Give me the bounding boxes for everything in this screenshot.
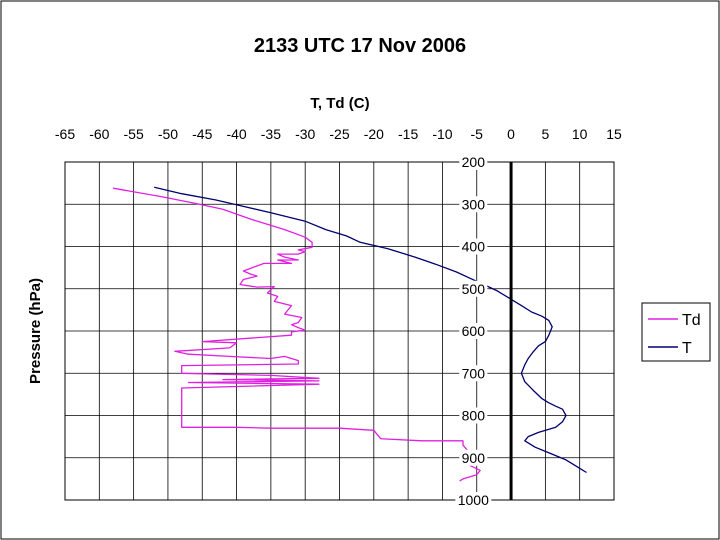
plot-area: -65 -60 -55 -50 -45 -40 -35 -30 -25 -20 -15 -10 -5 0 5…	[55, 126, 622, 508]
series-line-t	[154, 186, 587, 474]
x-tick-label: 10	[572, 126, 588, 142]
y-tick-label-bg	[459, 280, 488, 297]
legend-label-t: T	[682, 340, 692, 357]
chart-title: 2133 UTC 17 Nov 2006	[254, 35, 466, 57]
x-tick-label: -15	[398, 126, 418, 142]
y-tick-label-bg	[459, 154, 488, 170]
y-tick-label-bg	[459, 407, 488, 424]
x-tick-label: -25	[329, 126, 349, 142]
x-tick-label: -55	[124, 126, 144, 142]
x-tick-label: -35	[261, 126, 281, 142]
y-tick-label-bg	[459, 365, 488, 382]
x-tick-label: -60	[89, 126, 109, 142]
y-tick-label: 500	[462, 281, 486, 297]
legend-label-td: Td	[682, 312, 701, 329]
y-tick-label: 300	[462, 196, 486, 212]
y-tick-label: 400	[462, 239, 486, 255]
x-tick-label: -50	[158, 126, 178, 142]
x-tick-label: 0	[507, 126, 515, 142]
legend-box	[641, 302, 711, 362]
legend: Td T	[641, 302, 711, 362]
x-tick-label: -30	[295, 126, 315, 142]
y-tick-label-bg	[459, 323, 488, 339]
y-tick-label-bg	[459, 196, 488, 213]
x-tick-label: -10	[432, 126, 452, 142]
y-tick-label-bg	[459, 449, 488, 466]
x-axis-title: T, Td (C)	[310, 95, 369, 112]
x-tick-label: -45	[192, 126, 212, 142]
y-tick-label: 600	[462, 323, 486, 339]
y-tick-label-bg	[455, 492, 492, 508]
x-tick-label: -65	[55, 126, 75, 142]
y-tick-label: 700	[462, 365, 486, 381]
series-line-td	[112, 187, 481, 482]
x-tick-label: -5	[471, 126, 484, 142]
x-tick-label: 15	[606, 126, 622, 142]
x-tick-label: 5	[541, 126, 549, 142]
x-tick-label: -20	[364, 126, 384, 142]
y-tick-label: 200	[462, 154, 486, 170]
y-tick-label: 800	[462, 408, 486, 424]
x-tick-label: -40	[226, 126, 246, 142]
y-tick-label-bg	[459, 238, 488, 255]
y-axis-title: Pressure (hPa)	[27, 278, 44, 384]
y-tick-label: 900	[462, 450, 486, 466]
y-tick-label: 1000	[458, 492, 489, 508]
